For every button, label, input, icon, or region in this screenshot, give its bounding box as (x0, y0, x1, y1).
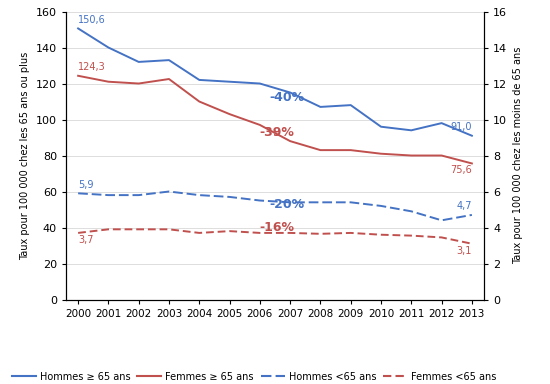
Hommes <65 ans (256, 198, 263, 203)
Hommes <65 ans (75, 191, 81, 195)
Femmes ≥ 65 ans (196, 99, 202, 104)
Femmes ≥ 65 ans (226, 112, 233, 116)
Hommes ≥ 65 ans (287, 90, 294, 95)
Hommes ≥ 65 ans (105, 45, 112, 50)
Femmes <65 ans (135, 227, 142, 232)
Femmes <65 ans (408, 233, 415, 238)
Line: Hommes ≥ 65 ans: Hommes ≥ 65 ans (78, 28, 472, 136)
Femmes <65 ans (226, 229, 233, 233)
Hommes ≥ 65 ans (226, 79, 233, 84)
Hommes <65 ans (438, 218, 445, 223)
Hommes ≥ 65 ans (166, 58, 172, 63)
Femmes <65 ans (196, 231, 202, 235)
Hommes <65 ans (105, 193, 112, 197)
Text: 3,1: 3,1 (456, 245, 472, 255)
Hommes <65 ans (287, 200, 294, 205)
Y-axis label: Taux pour 100 000 chez les 65 ans ou plus: Taux pour 100 000 chez les 65 ans ou plu… (20, 51, 30, 260)
Hommes ≥ 65 ans (135, 60, 142, 64)
Femmes ≥ 65 ans (348, 148, 354, 152)
Hommes <65 ans (378, 204, 384, 208)
Femmes <65 ans (378, 232, 384, 237)
Femmes ≥ 65 ans (75, 73, 81, 78)
Hommes ≥ 65 ans (469, 133, 475, 138)
Hommes <65 ans (196, 193, 202, 197)
Femmes <65 ans (469, 242, 475, 246)
Hommes ≥ 65 ans (408, 128, 415, 132)
Femmes ≥ 65 ans (166, 77, 172, 81)
Text: -16%: -16% (260, 221, 295, 234)
Femmes ≥ 65 ans (469, 161, 475, 166)
Line: Femmes ≥ 65 ans: Femmes ≥ 65 ans (78, 76, 472, 164)
Femmes ≥ 65 ans (287, 139, 294, 144)
Hommes ≥ 65 ans (438, 121, 445, 126)
Hommes <65 ans (226, 195, 233, 199)
Hommes <65 ans (348, 200, 354, 205)
Femmes ≥ 65 ans (135, 81, 142, 86)
Hommes <65 ans (408, 209, 415, 214)
Text: 5,9: 5,9 (78, 180, 94, 190)
Y-axis label: Taux pour 100 000 chez les moins de 65 ans: Taux pour 100 000 chez les moins de 65 a… (513, 47, 522, 264)
Femmes <65 ans (256, 231, 263, 235)
Text: 75,6: 75,6 (450, 165, 472, 175)
Text: 124,3: 124,3 (78, 62, 106, 72)
Femmes ≥ 65 ans (105, 79, 112, 84)
Femmes ≥ 65 ans (256, 122, 263, 127)
Femmes <65 ans (105, 227, 112, 232)
Hommes ≥ 65 ans (196, 78, 202, 82)
Femmes <65 ans (317, 232, 324, 236)
Text: 91,0: 91,0 (450, 122, 472, 132)
Text: -20%: -20% (269, 198, 304, 210)
Line: Femmes <65 ans: Femmes <65 ans (78, 229, 472, 244)
Line: Hommes <65 ans: Hommes <65 ans (78, 192, 472, 220)
Femmes <65 ans (166, 227, 172, 232)
Legend: Hommes ≥ 65 ans, Femmes ≥ 65 ans, Hommes <65 ans, Femmes <65 ans: Hommes ≥ 65 ans, Femmes ≥ 65 ans, Hommes… (8, 368, 500, 384)
Femmes <65 ans (287, 231, 294, 235)
Text: 3,7: 3,7 (78, 235, 94, 245)
Femmes ≥ 65 ans (408, 153, 415, 158)
Femmes <65 ans (438, 235, 445, 240)
Hommes ≥ 65 ans (378, 124, 384, 129)
Hommes <65 ans (166, 189, 172, 194)
Text: -40%: -40% (269, 91, 304, 104)
Hommes ≥ 65 ans (348, 103, 354, 108)
Femmes ≥ 65 ans (317, 148, 324, 152)
Femmes <65 ans (348, 231, 354, 235)
Hommes <65 ans (469, 213, 475, 217)
Hommes ≥ 65 ans (256, 81, 263, 86)
Femmes ≥ 65 ans (438, 153, 445, 158)
Hommes ≥ 65 ans (317, 104, 324, 109)
Femmes <65 ans (75, 231, 81, 235)
Hommes ≥ 65 ans (75, 26, 81, 31)
Femmes ≥ 65 ans (378, 151, 384, 156)
Text: 4,7: 4,7 (456, 201, 472, 211)
Text: -39%: -39% (260, 126, 295, 139)
Text: 150,6: 150,6 (78, 15, 106, 25)
Hommes <65 ans (317, 200, 324, 205)
Hommes <65 ans (135, 193, 142, 197)
